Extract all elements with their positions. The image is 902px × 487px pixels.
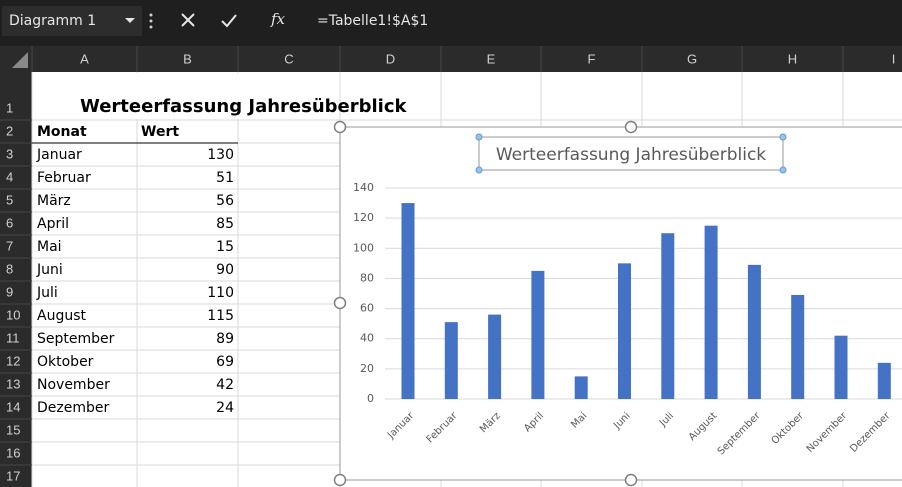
row-header-bar: [0, 46, 32, 487]
chart-handle[interactable]: [333, 296, 347, 310]
bar: [444, 322, 458, 399]
bar: [574, 376, 588, 399]
chart-handle[interactable]: [333, 120, 347, 134]
column-header: A: [80, 51, 89, 66]
month-cell: Januar: [36, 147, 82, 163]
value-cell: 130: [207, 147, 234, 163]
row-header: 13: [6, 376, 20, 391]
value-cell: 115: [207, 308, 234, 324]
header-cell: Monat: [37, 124, 87, 140]
enter-icon[interactable]: [221, 14, 237, 28]
row-header: 11: [6, 330, 20, 345]
cancel-icon[interactable]: [181, 13, 195, 27]
row-header: 9: [6, 284, 13, 299]
bar: [747, 264, 761, 399]
y-tick-label: 40: [360, 332, 374, 345]
value-cell: 90: [216, 262, 234, 278]
row-header: 7: [6, 238, 13, 253]
month-cell: Dezember: [37, 400, 109, 416]
y-tick-label: 120: [353, 211, 374, 224]
y-tick-label: 20: [360, 362, 374, 375]
bar: [618, 263, 631, 399]
bar: [661, 233, 675, 399]
month-cell: Juli: [36, 285, 58, 301]
row-header: 16: [6, 445, 20, 460]
column-header: H: [788, 51, 797, 66]
chart-title-box: [478, 136, 784, 171]
column-header: G: [687, 51, 697, 66]
row-header: 10: [6, 307, 20, 322]
title-cell-bg: [33, 73, 339, 119]
y-tick-label: 80: [360, 271, 374, 284]
value-cell: 85: [216, 216, 234, 232]
bar: [877, 362, 891, 399]
month-cell: November: [37, 377, 110, 393]
value-cell: 110: [207, 285, 234, 301]
chart-handle[interactable]: [333, 473, 347, 487]
value-cell: 51: [216, 170, 234, 186]
chart-handle[interactable]: [624, 473, 638, 487]
dropdown-arrow[interactable]: [125, 18, 135, 23]
value-cell: 15: [216, 239, 234, 255]
bar: [401, 203, 415, 399]
bar: [531, 270, 545, 399]
formula-text[interactable]: =Tabelle1!$A$1: [317, 13, 428, 29]
row-header: 17: [6, 468, 20, 483]
row-header: 12: [6, 353, 20, 368]
title-handle: [779, 133, 787, 141]
more-icon: [149, 13, 153, 29]
value-cell: 56: [216, 193, 234, 209]
y-tick-label: 60: [360, 302, 374, 315]
month-cell: Juni: [36, 262, 63, 278]
bar: [488, 314, 502, 399]
month-cell: April: [37, 216, 69, 232]
column-header: B: [183, 51, 192, 66]
row-header: 1: [6, 100, 13, 115]
row-header: 8: [6, 261, 13, 276]
bar: [704, 225, 718, 399]
month-cell: Mai: [37, 239, 62, 255]
column-header: E: [487, 51, 496, 66]
column-header-bar: [0, 46, 902, 72]
month-cell: Oktober: [37, 354, 94, 370]
column-header: I: [892, 51, 896, 66]
value-cell: 42: [216, 377, 234, 393]
header-cell: Wert: [141, 124, 179, 140]
formula-bar: [0, 0, 902, 46]
bar: [834, 335, 848, 399]
name-box[interactable]: [2, 6, 142, 36]
month-cell: Februar: [37, 170, 91, 186]
value-cell: 69: [216, 354, 234, 370]
column-header: F: [588, 51, 596, 66]
name-box-text: Diagramm 1: [9, 13, 96, 29]
y-tick-label: 140: [353, 181, 374, 194]
title-handle: [779, 166, 787, 174]
month-cell: März: [37, 193, 71, 209]
row-header: 6: [6, 215, 13, 230]
column-header: D: [386, 51, 395, 66]
title-handle: [475, 166, 483, 174]
bar: [791, 295, 805, 399]
title-handle: [475, 133, 483, 141]
chart-title: Werteerfassung Jahresüberblick: [496, 145, 766, 165]
month-cell: August: [37, 308, 87, 324]
sheet-title: Werteerfassung Jahresüberblick: [80, 96, 408, 117]
row-header: 3: [6, 146, 13, 161]
value-cell: 89: [216, 331, 234, 347]
month-cell: September: [37, 331, 115, 347]
row-header: 15: [6, 422, 20, 437]
row-header: 5: [6, 192, 13, 207]
row-header: 14: [6, 399, 20, 414]
value-cell: 24: [216, 400, 234, 416]
fx-button[interactable]: fx: [270, 10, 286, 28]
chart[interactable]: Werteerfassung Jahresüberblick 0 20 40 60 80 1…: [333, 120, 902, 487]
row-header: 2: [6, 123, 13, 138]
y-tick-label: 0: [367, 392, 374, 405]
column-header: C: [284, 51, 293, 66]
y-tick-label: 100: [353, 241, 374, 254]
select-all[interactable]: [12, 52, 28, 68]
chart-handle[interactable]: [624, 120, 638, 134]
row-header: 4: [6, 169, 13, 184]
